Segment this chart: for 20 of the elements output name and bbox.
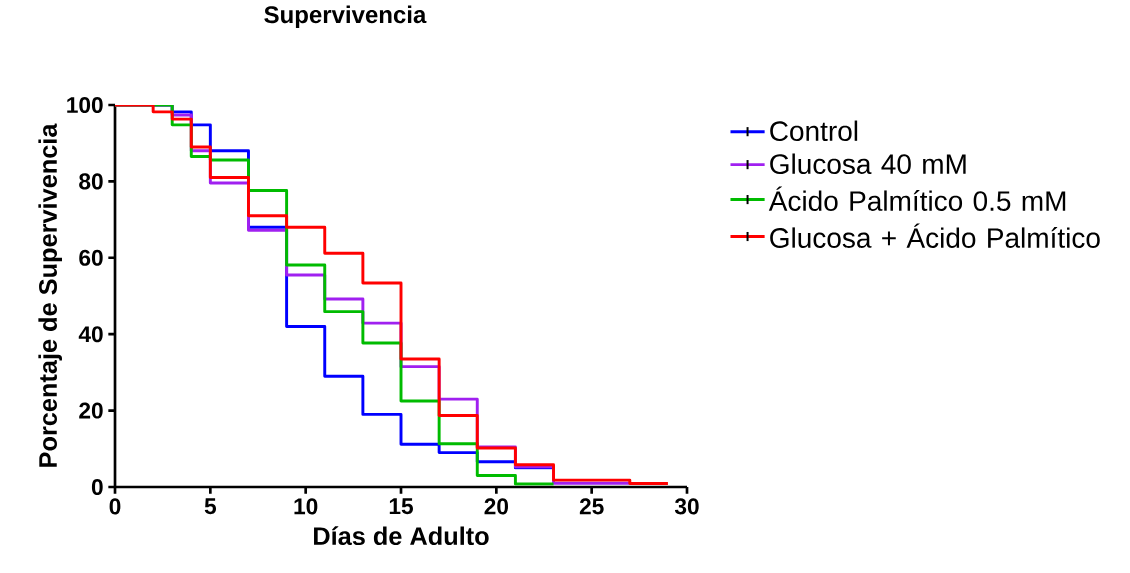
x-tick-label: 5	[204, 498, 217, 515]
y-tick-label: 60	[79, 249, 103, 266]
legend-label: Glucosa + Ácido Palmítico	[770, 223, 1100, 248]
x-tick-label: 10	[294, 498, 318, 515]
x-tick-label: 15	[389, 498, 413, 515]
x-tick-label: 20	[484, 498, 508, 515]
legend-label: Glucosa 40 mM	[770, 153, 966, 175]
x-tick-label: 25	[579, 498, 604, 515]
chart-title: Supervivencia	[264, 5, 427, 28]
x-tick-label: 0	[109, 498, 121, 515]
y-tick-label: 0	[91, 478, 103, 496]
x-axis-title: Días de Adulto	[314, 526, 489, 546]
legend-label: Ácido Palmítico 0.5 mM	[768, 186, 1066, 211]
y-tick-label: 40	[78, 326, 103, 343]
y-axis-title: Porcentaje de Supervivencia	[38, 123, 62, 467]
legend-label: Control	[770, 120, 858, 142]
y-tick-label: 80	[79, 173, 103, 190]
y-tick-label: 100	[67, 96, 103, 114]
x-tick-label: 30	[674, 498, 699, 515]
y-tick-label: 20	[79, 402, 103, 419]
